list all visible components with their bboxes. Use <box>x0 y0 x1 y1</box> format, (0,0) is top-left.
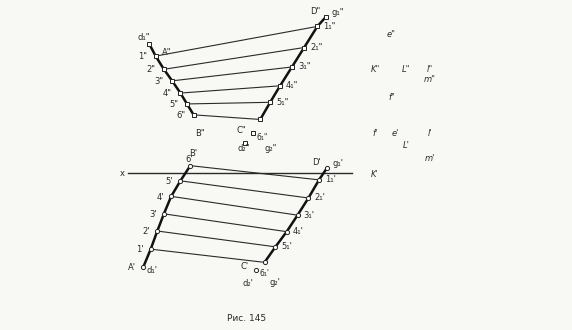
Text: g₂": g₂" <box>265 144 277 153</box>
Text: 2₁": 2₁" <box>310 43 323 52</box>
Text: 2₁': 2₁' <box>315 193 325 203</box>
Text: f": f" <box>388 93 395 102</box>
Text: 3₁': 3₁' <box>304 211 315 220</box>
Text: e': e' <box>391 129 399 138</box>
Text: d₁': d₁' <box>147 266 158 275</box>
Text: 2': 2' <box>142 227 150 236</box>
Text: 3': 3' <box>149 210 157 219</box>
Text: 4": 4" <box>163 89 172 98</box>
Text: K': K' <box>371 170 379 180</box>
Text: 1₁': 1₁' <box>325 175 336 184</box>
Text: l': l' <box>427 129 432 138</box>
Text: g₁": g₁" <box>332 8 344 17</box>
Text: A": A" <box>162 48 171 57</box>
Text: 5₁": 5₁" <box>276 98 288 107</box>
Text: 6": 6" <box>176 111 185 120</box>
Text: m': m' <box>424 154 435 163</box>
Text: A': A' <box>128 263 136 272</box>
Text: Рис. 145: Рис. 145 <box>227 314 266 323</box>
Text: 2": 2" <box>146 65 156 75</box>
Text: d₁": d₁" <box>137 33 150 42</box>
Text: d₂': d₂' <box>243 279 254 288</box>
Text: 1₁": 1₁" <box>323 22 336 31</box>
Text: 1": 1" <box>138 52 147 61</box>
Text: K": K" <box>371 65 380 74</box>
Text: C': C' <box>240 262 248 271</box>
Text: L": L" <box>402 65 411 74</box>
Text: 5': 5' <box>166 177 173 186</box>
Text: L': L' <box>403 141 410 150</box>
Text: 4₁": 4₁" <box>286 81 299 90</box>
Text: B': B' <box>189 148 197 158</box>
Text: 5": 5" <box>169 100 178 109</box>
Text: D': D' <box>312 158 321 167</box>
Text: D": D" <box>310 7 320 16</box>
Text: 3₁": 3₁" <box>298 62 311 72</box>
Text: 4': 4' <box>156 192 164 202</box>
Text: e": e" <box>387 30 396 39</box>
Text: 1': 1' <box>136 245 144 254</box>
Text: 6₁": 6₁" <box>257 133 268 142</box>
Text: g₁': g₁' <box>332 159 344 168</box>
Text: 3": 3" <box>154 77 164 86</box>
Text: C": C" <box>236 125 246 135</box>
Text: B": B" <box>196 129 205 138</box>
Text: l": l" <box>426 65 432 74</box>
Text: g₂': g₂' <box>269 278 280 287</box>
Text: d₂": d₂" <box>237 144 250 153</box>
Text: 6₁': 6₁' <box>260 269 269 279</box>
Text: 4₁': 4₁' <box>293 227 304 236</box>
Text: 6': 6' <box>185 155 193 164</box>
Text: f': f' <box>372 129 378 138</box>
Text: m": m" <box>423 75 435 84</box>
Text: x: x <box>120 169 124 178</box>
Text: 5₁': 5₁' <box>281 242 292 251</box>
